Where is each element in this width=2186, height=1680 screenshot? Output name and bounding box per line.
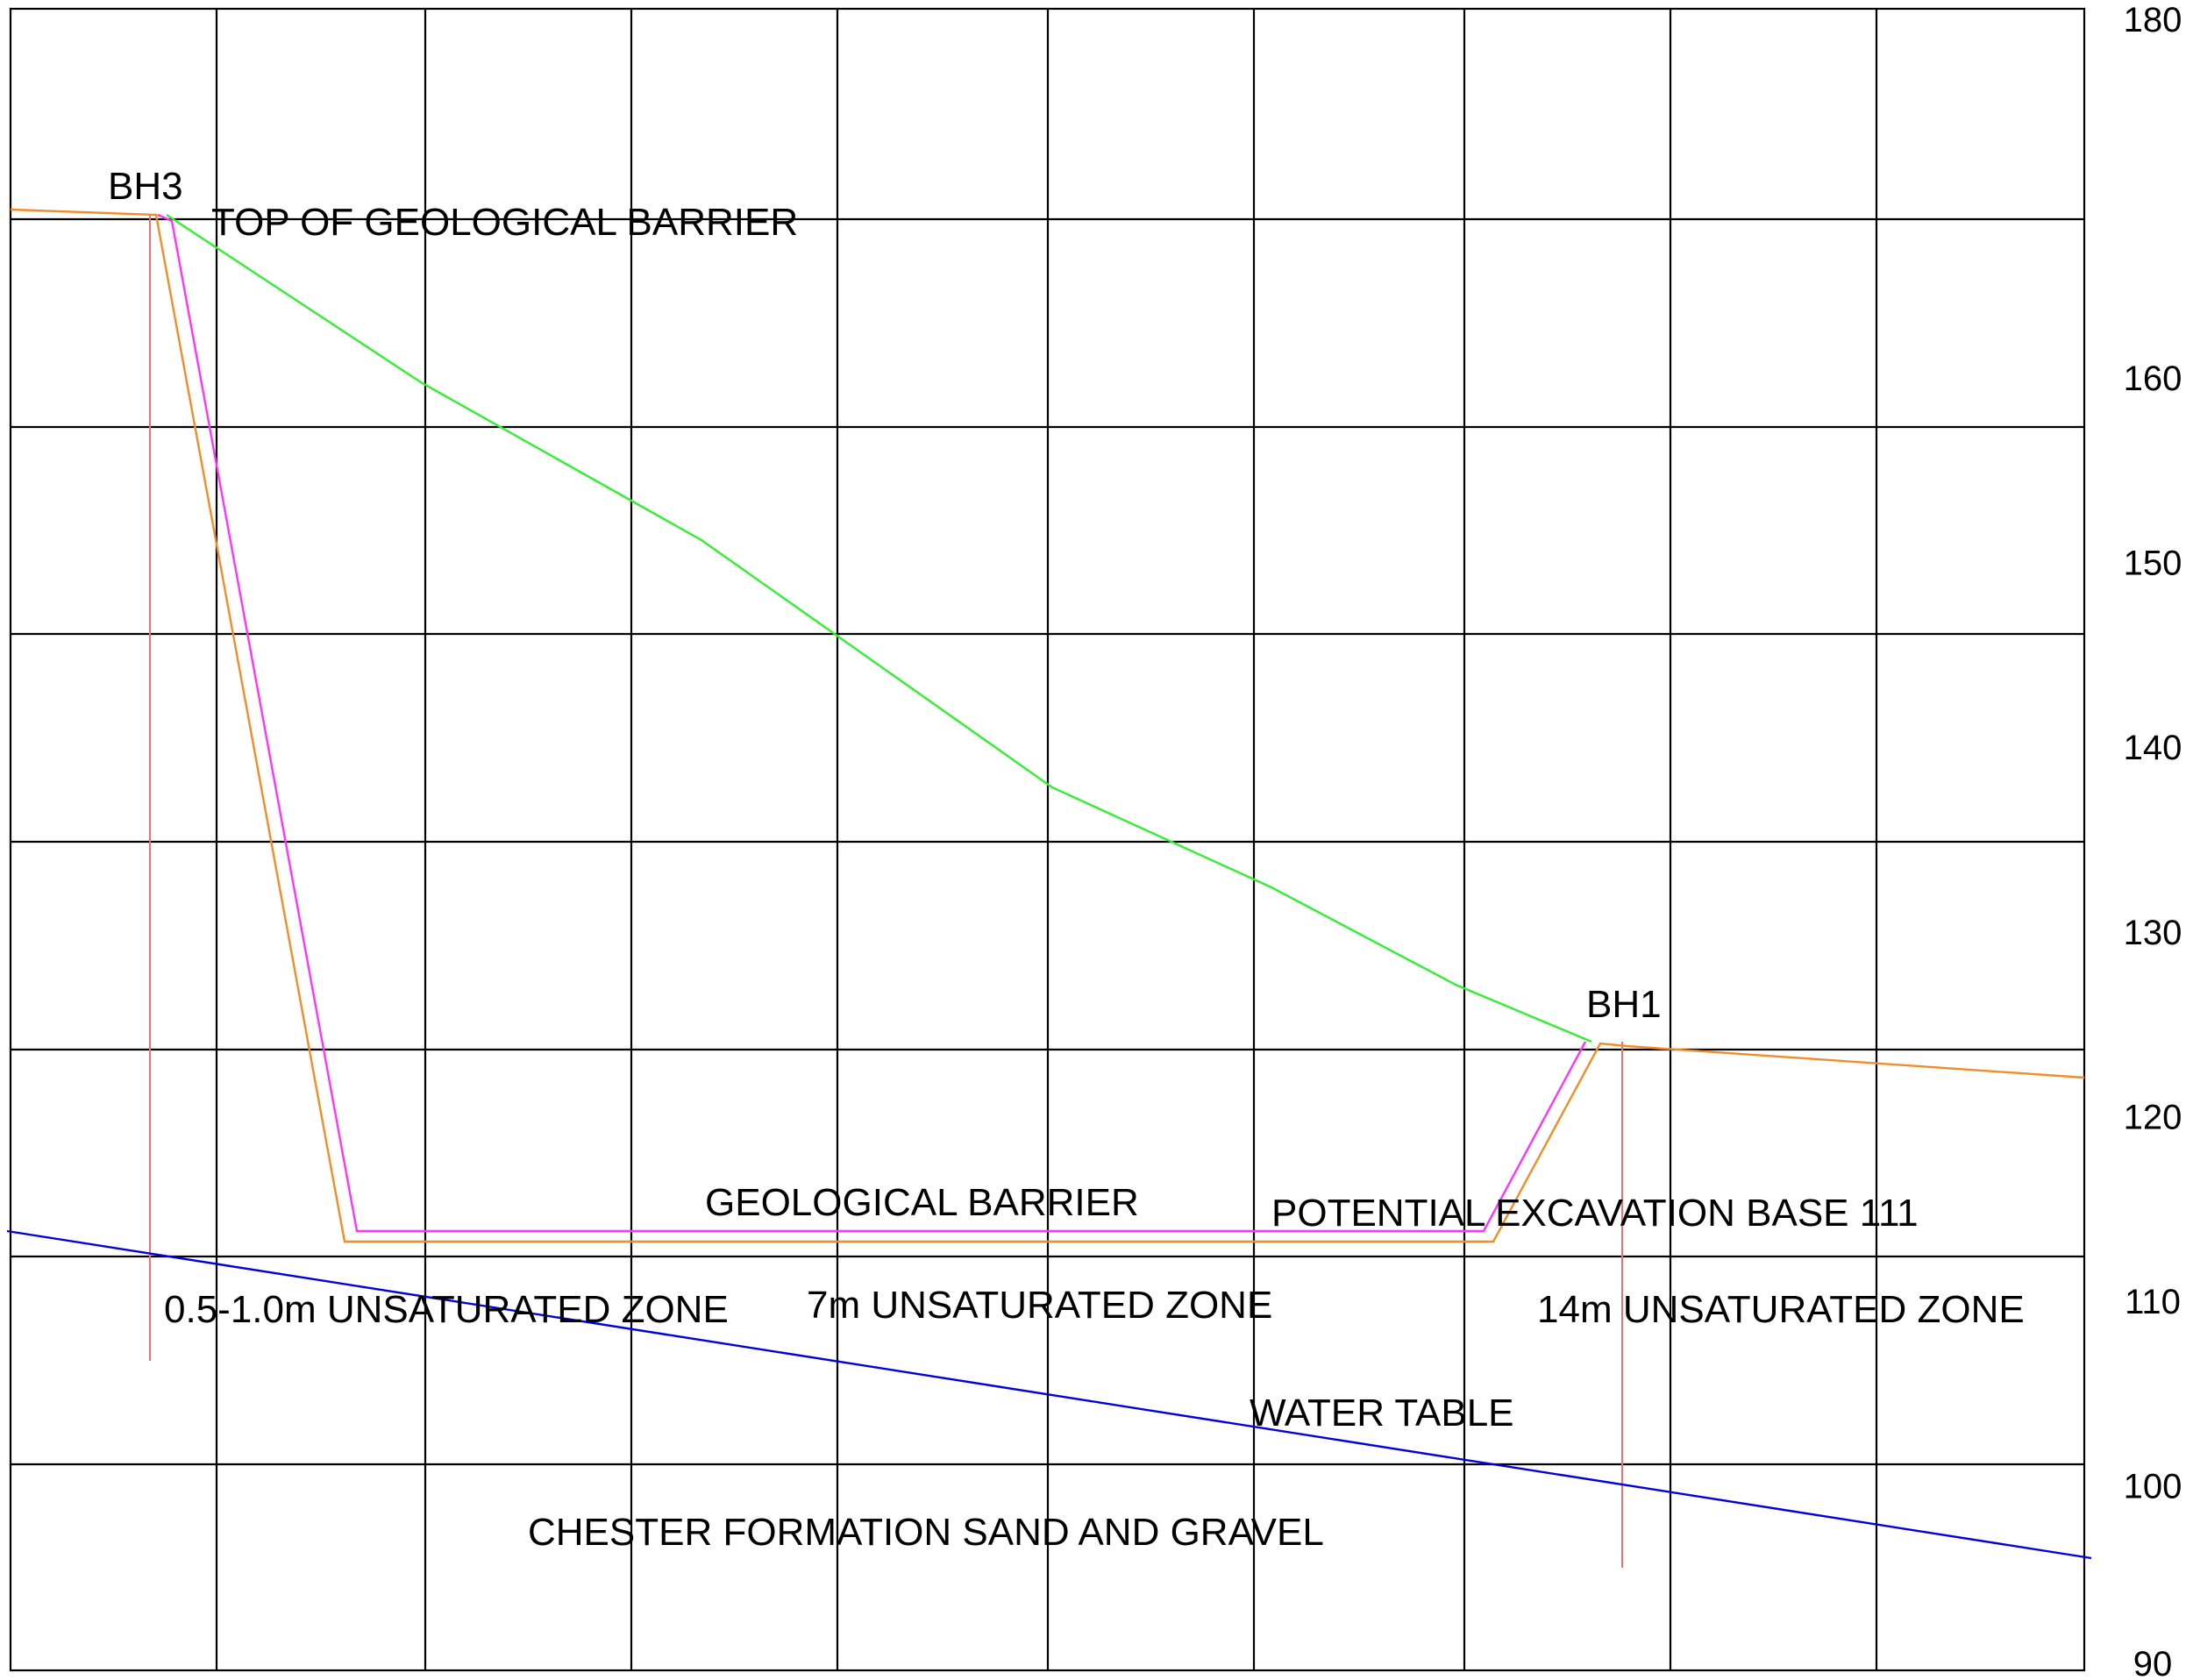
unsaturated-zone-middle-label: 7m UNSATURATED ZONE (807, 1284, 1272, 1327)
elevation-tick-label: 110 (2125, 1283, 2181, 1321)
bh1-label: BH1 (1586, 983, 1662, 1026)
unsaturated-zone-left-label: 0.5-1.0m UNSATURATED ZONE (164, 1288, 729, 1331)
water-table-line (6, 1229, 2092, 1560)
geological-barrier-label: GEOLOGICAL BARRIER (705, 1181, 1139, 1224)
elevation-tick-label: 100 (2124, 1467, 2182, 1506)
chester-formation-label: CHESTER FORMATION SAND AND GRAVEL (528, 1511, 1324, 1554)
elevation-tick-label: 180 (2124, 1, 2182, 39)
elevation-tick-label: 160 (2124, 359, 2182, 398)
grid (9, 7, 2086, 1672)
water-table-label: WATER TABLE (1250, 1392, 1514, 1434)
ground-surface-line (10, 208, 2085, 1243)
elevation-tick-label: 120 (2124, 1098, 2182, 1136)
unsaturated-zone-right-label: 14m UNSATURATED ZONE (1537, 1288, 2025, 1331)
top-of-geological-barrier-label: TOP OF GEOLOGICAL BARRIER (211, 201, 798, 244)
top-of-geological-barrier-line (166, 213, 1592, 1043)
potential-excavation-base-label: POTENTIAL EXCAVATION BASE 111 (1271, 1192, 1919, 1235)
elevation-tick-label: 140 (2124, 729, 2182, 767)
elevation-tick-label: 150 (2124, 545, 2182, 583)
elevation-axis: 180 160 150 140 130 120 110 100 90 (2124, 1, 2182, 1680)
geological-barrier-line (157, 213, 1587, 1233)
elevation-tick-label: 130 (2124, 914, 2182, 952)
bh3-label: BH3 (108, 165, 183, 208)
elevation-tick-label: 90 (2133, 1645, 2173, 1680)
